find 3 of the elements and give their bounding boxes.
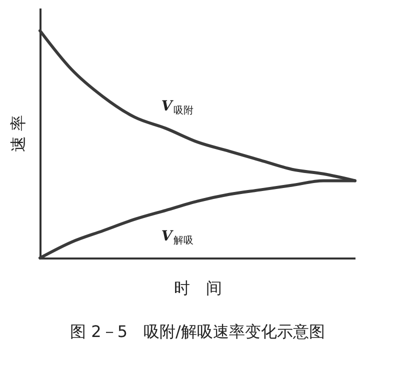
text: 图 2－5 吸附/解吸速率变化示意图 (70, 322, 325, 341)
x-axis-title: 时 间 (174, 278, 222, 298)
y-axis-title: 速 率 (8, 114, 28, 152)
